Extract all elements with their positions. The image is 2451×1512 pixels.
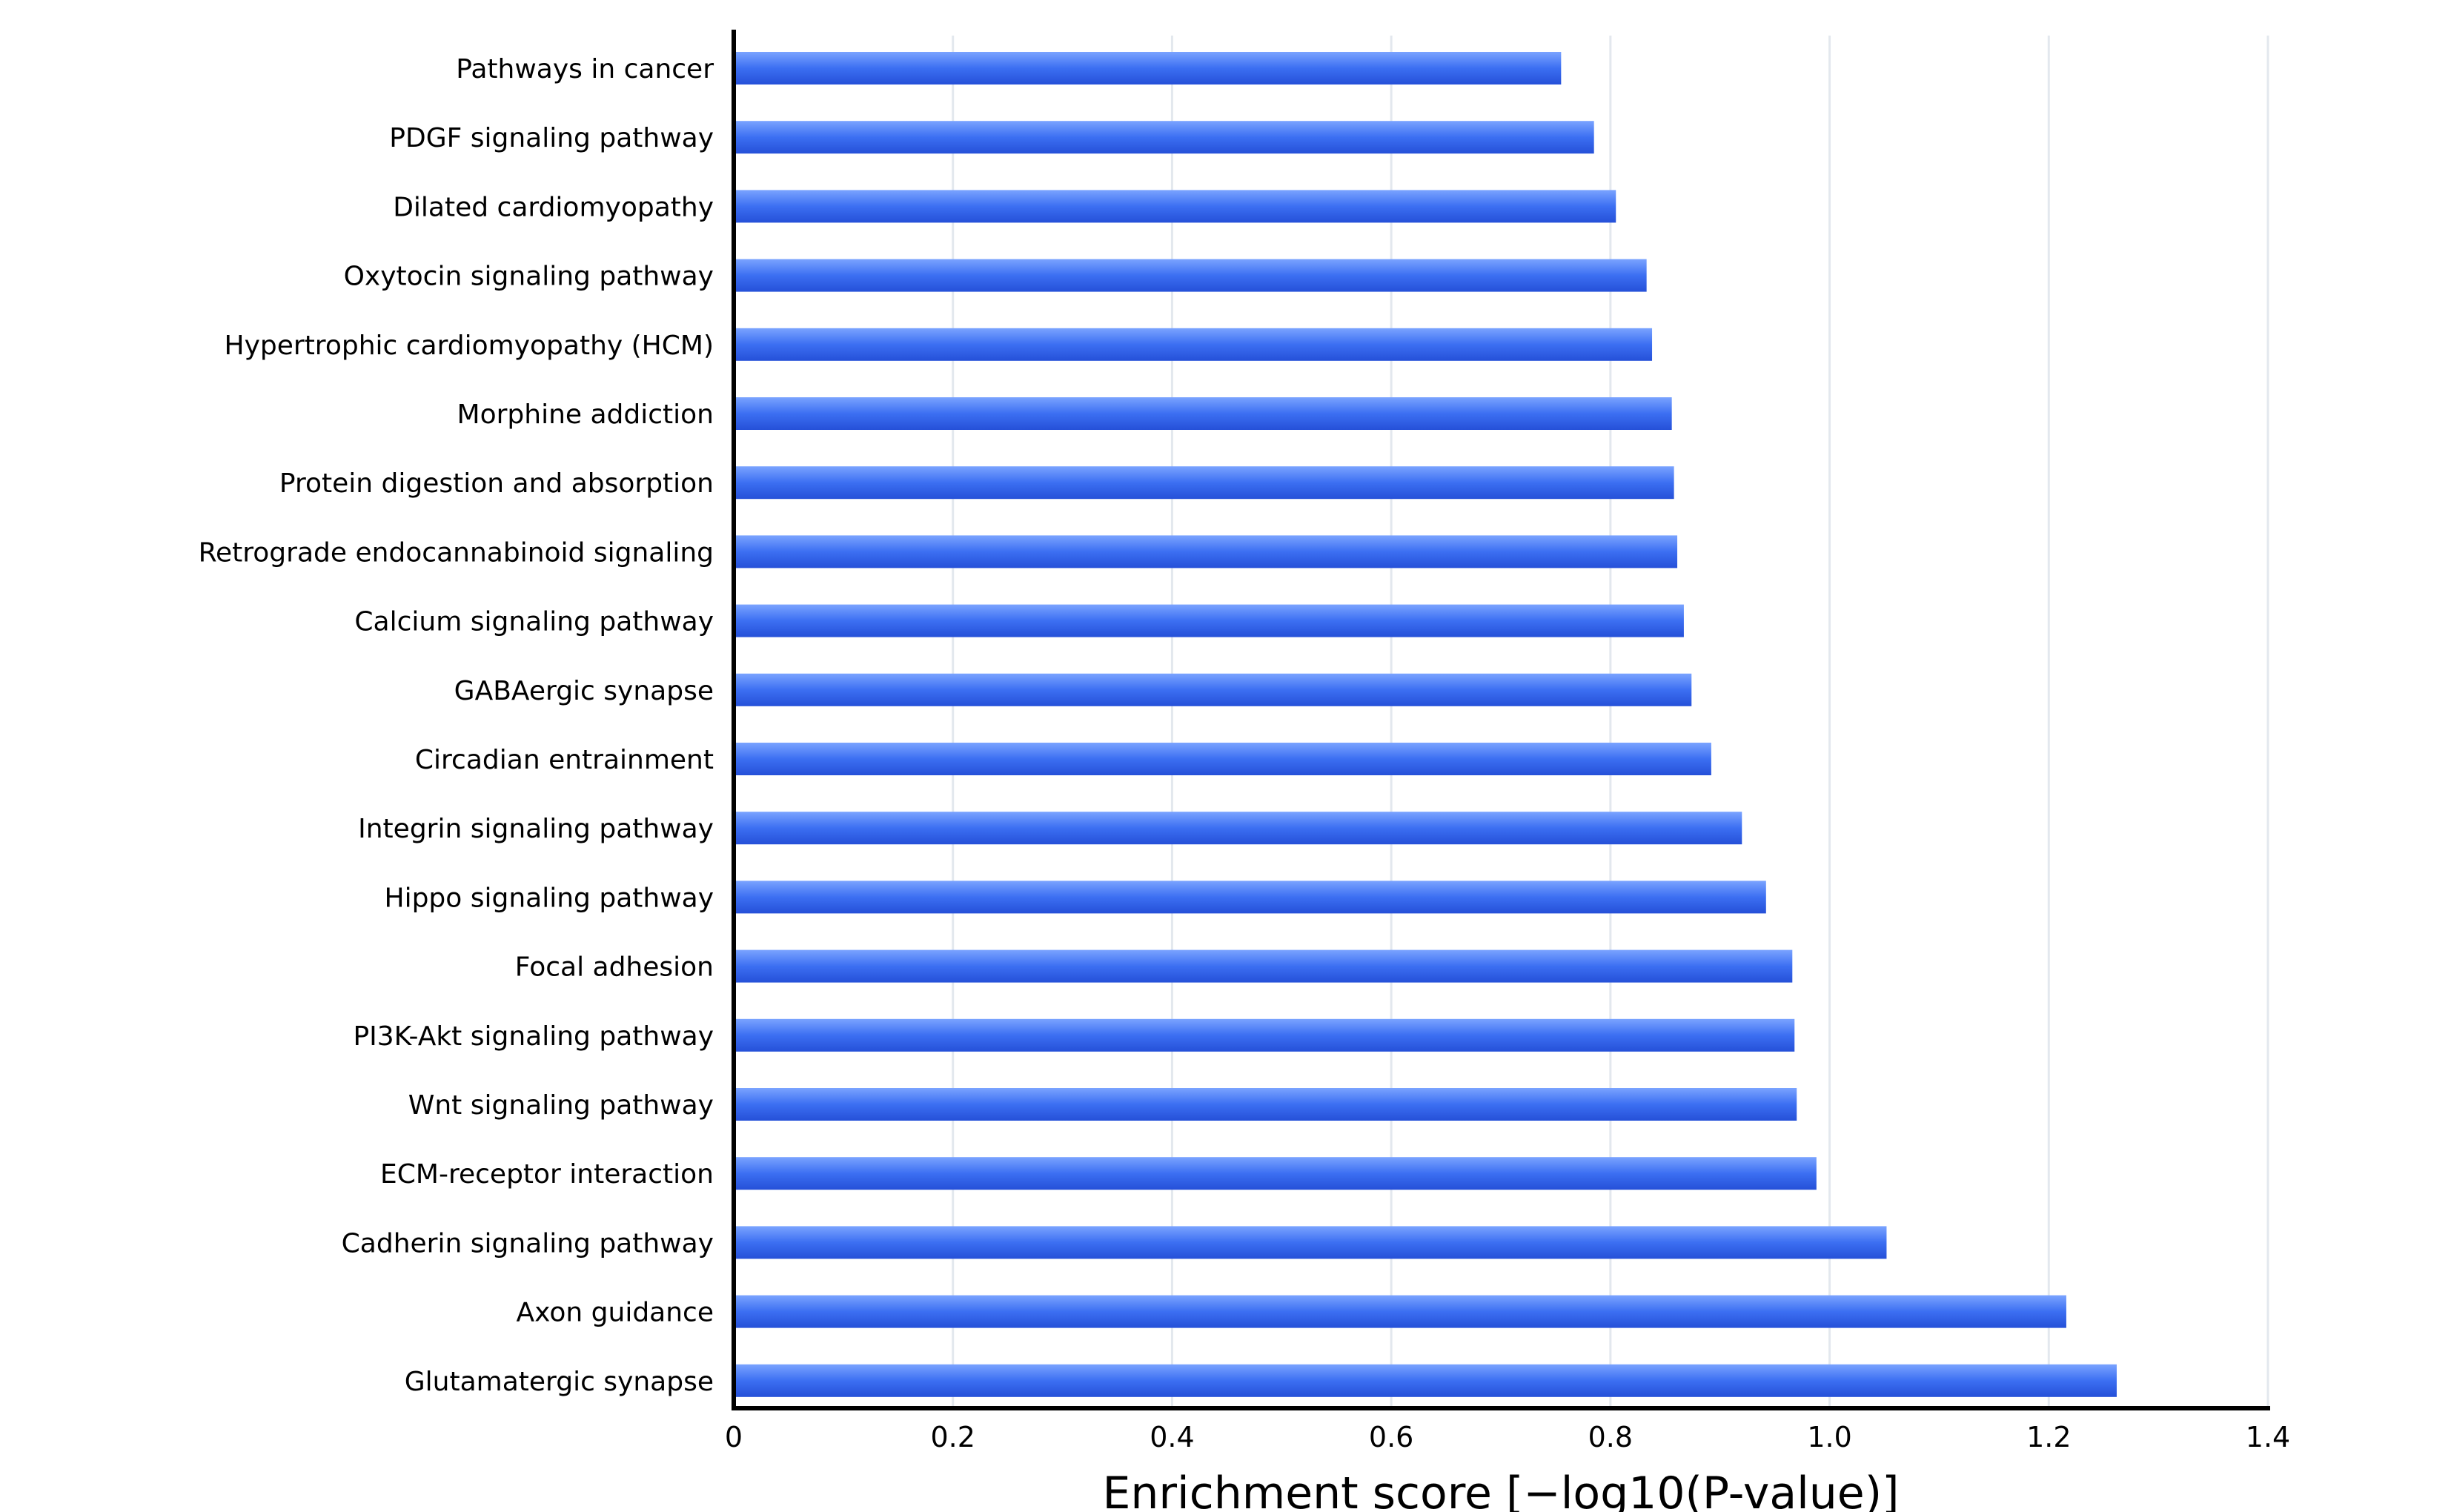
bar — [734, 743, 1711, 775]
category-label: Hypertrophic cardiomyopathy (HCM) — [225, 331, 714, 361]
bar — [734, 397, 1672, 430]
x-tick-labels: 0 0.2 0.4 0.6 0.8 1.0 1.2 1.4 — [725, 1421, 2290, 1453]
category-labels: Pathways in cancer PDGF signaling pathway… — [199, 54, 714, 1397]
x-tick-label: 0.4 — [1150, 1421, 1194, 1453]
category-label: Protein digestion and absorption — [279, 468, 714, 499]
category-label: Calcium signaling pathway — [354, 607, 714, 637]
bar — [734, 535, 1678, 568]
x-tick-label: 1.4 — [2246, 1421, 2290, 1453]
bar — [734, 328, 1653, 361]
category-label: Pathways in cancer — [456, 54, 714, 84]
x-tick-label: 1.2 — [2026, 1421, 2071, 1453]
category-label: Integrin signaling pathway — [358, 814, 714, 844]
bar — [734, 121, 1594, 154]
bar — [734, 1018, 1795, 1052]
axes-layer — [732, 30, 2270, 1410]
x-tick-label: 0.8 — [1588, 1421, 1633, 1453]
grid-layer — [952, 36, 2269, 1408]
x-tick-label: 0.6 — [1369, 1421, 1413, 1453]
bar — [734, 1088, 1797, 1121]
bar — [734, 190, 1616, 223]
category-label: PDGF signaling pathway — [389, 123, 714, 153]
category-label: Wnt signaling pathway — [408, 1090, 714, 1121]
bar — [734, 673, 1692, 706]
bars-layer — [734, 52, 2117, 1397]
bar — [734, 949, 1793, 983]
category-label: Focal adhesion — [515, 952, 714, 983]
bar — [734, 1364, 2117, 1397]
x-tick-label: 1.0 — [1807, 1421, 1851, 1453]
bar — [734, 604, 1684, 637]
category-label: Oxytocin signaling pathway — [344, 262, 714, 292]
bar — [734, 881, 1766, 914]
category-label: Axon guidance — [517, 1298, 714, 1328]
category-label: GABAergic synapse — [454, 676, 714, 706]
category-label: Cadherin signaling pathway — [342, 1228, 714, 1259]
category-label: Morphine addiction — [457, 399, 714, 430]
category-label: Retrograde endocannabinoid signaling — [199, 537, 714, 568]
category-label: Dilated cardiomyopathy — [393, 192, 714, 222]
category-label: Hippo signaling pathway — [385, 883, 714, 913]
x-tick-label: 0 — [725, 1421, 743, 1453]
x-axis-title: Enrichment score [−log10(P-value)] — [1102, 1468, 1899, 1512]
bar — [734, 1157, 1817, 1190]
category-label: Glutamatergic synapse — [405, 1367, 714, 1397]
category-label: Circadian entrainment — [415, 745, 714, 775]
bar — [734, 1226, 1887, 1259]
category-label: ECM-receptor interaction — [380, 1159, 714, 1190]
x-tick-label: 0.2 — [930, 1421, 975, 1453]
bar — [734, 466, 1674, 500]
bar — [734, 259, 1647, 292]
category-label: PI3K-Akt signaling pathway — [353, 1021, 714, 1052]
bar — [734, 812, 1742, 845]
bar — [734, 1295, 2066, 1328]
bar — [734, 52, 1562, 84]
